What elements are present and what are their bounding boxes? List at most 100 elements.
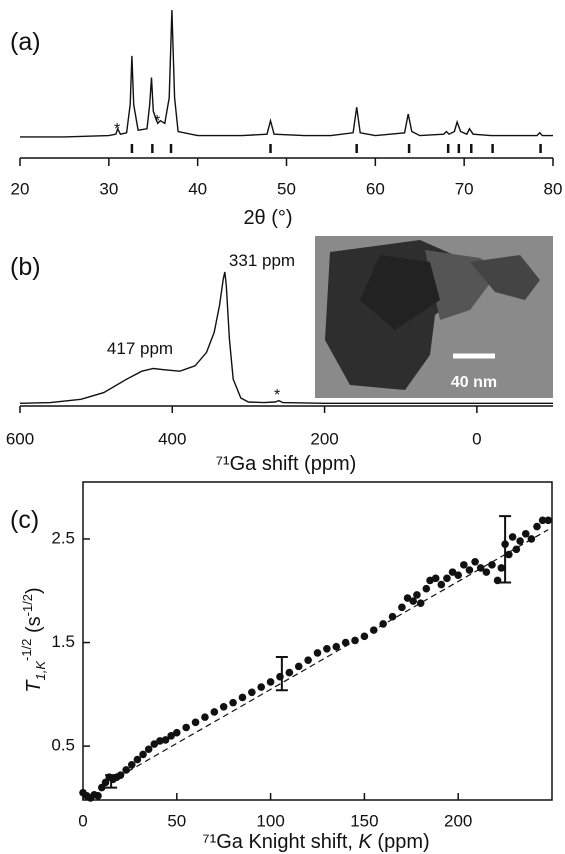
data-point xyxy=(369,626,378,634)
data-point xyxy=(294,662,303,671)
annotation: 331 ppm xyxy=(229,251,295,270)
data-point xyxy=(460,561,468,569)
spectrum-line xyxy=(19,271,553,404)
error-bar xyxy=(275,656,288,692)
data-point xyxy=(454,571,463,580)
data-point xyxy=(94,792,102,800)
data-point xyxy=(182,723,190,732)
x-axis-label: ⁷¹Ga shift (ppm) xyxy=(216,453,357,475)
data-point xyxy=(409,597,417,605)
panel-label: (a) xyxy=(10,28,41,56)
data-point xyxy=(379,620,387,628)
x-tick-label: 60 xyxy=(366,179,385,198)
data-point xyxy=(505,550,513,559)
data-point xyxy=(443,574,451,583)
data-point xyxy=(431,574,440,583)
x-tick-label: 150 xyxy=(350,811,378,830)
data-point xyxy=(313,649,322,657)
data-point xyxy=(471,557,479,566)
spectrum-line xyxy=(20,9,553,138)
data-point xyxy=(167,731,175,740)
data-point xyxy=(257,683,266,691)
x-tick-label: 200 xyxy=(444,811,472,830)
x-tick-label: 400 xyxy=(158,429,186,448)
data-point xyxy=(508,533,517,541)
data-point xyxy=(133,755,142,764)
x-tick-label: 0 xyxy=(472,429,481,448)
data-point xyxy=(161,736,170,744)
data-point xyxy=(248,688,256,697)
data-point xyxy=(398,603,406,612)
data-point xyxy=(144,745,153,754)
data-point xyxy=(351,636,359,645)
data-point xyxy=(238,693,247,702)
data-point xyxy=(544,516,553,525)
data-point xyxy=(173,728,181,737)
data-point xyxy=(497,564,506,572)
data-point xyxy=(538,516,547,525)
data-point xyxy=(332,642,341,651)
data-point xyxy=(156,737,164,745)
annotation: * xyxy=(274,387,280,404)
y-axis-label: T1,K-1/2 (s-1/2) xyxy=(19,587,48,692)
data-point xyxy=(219,702,228,711)
y-tick-label: 0.5 xyxy=(51,736,75,755)
data-point xyxy=(416,599,425,607)
panel-label: (b) xyxy=(10,253,41,281)
data-point xyxy=(150,740,159,748)
data-point xyxy=(403,594,412,602)
data-point xyxy=(191,718,200,727)
x-tick-label: 600 xyxy=(6,429,34,448)
data-point xyxy=(127,760,136,769)
data-point xyxy=(488,561,496,569)
data-point xyxy=(341,638,350,647)
panel-label: (c) xyxy=(10,506,39,534)
inset-image: 40 nm xyxy=(315,236,553,398)
x-tick-label: 40 xyxy=(188,179,207,198)
data-point xyxy=(116,771,125,779)
data-point xyxy=(266,678,275,686)
data-point xyxy=(229,698,237,707)
data-point xyxy=(521,529,530,538)
annotation: 417 ppm xyxy=(107,339,173,358)
data-point xyxy=(476,564,485,572)
x-tick-label: 80 xyxy=(544,179,563,198)
x-tick-label: 50 xyxy=(167,811,186,830)
x-tick-label: 50 xyxy=(277,179,296,198)
data-point xyxy=(413,591,421,599)
y-tick-label: 2.5 xyxy=(51,528,75,547)
data-point xyxy=(139,750,147,759)
data-point xyxy=(285,668,294,677)
data-point xyxy=(516,537,524,545)
x-tick-label: 100 xyxy=(256,811,284,830)
data-point xyxy=(512,545,521,554)
data-point xyxy=(388,612,397,621)
scale-bar-label: 40 nm xyxy=(451,374,497,391)
data-point xyxy=(527,535,536,543)
x-tick-label: 0 xyxy=(78,811,87,830)
x-tick-label: 70 xyxy=(455,179,474,198)
data-point xyxy=(122,766,130,774)
data-point xyxy=(437,580,446,589)
data-point xyxy=(465,566,474,574)
data-point xyxy=(533,522,541,531)
error-bar xyxy=(499,515,512,584)
x-axis-label: ⁷¹Ga Knight shift, K (ppm) xyxy=(202,831,429,853)
data-point xyxy=(323,644,331,653)
error-bar xyxy=(105,774,118,789)
data-point xyxy=(210,708,219,716)
x-tick-label: 30 xyxy=(99,179,118,198)
data-point xyxy=(201,713,209,721)
data-point xyxy=(304,656,312,664)
plot-frame xyxy=(82,481,553,801)
x-tick-label: 200 xyxy=(310,429,338,448)
data-point xyxy=(448,568,457,576)
data-point xyxy=(360,632,369,641)
x-tick-label: 20 xyxy=(11,179,30,198)
data-point xyxy=(422,584,431,593)
x-axis-label: 2θ (°) xyxy=(243,207,292,229)
y-tick-label: 1.5 xyxy=(51,632,75,651)
fit-line xyxy=(101,529,549,788)
data-point xyxy=(482,568,491,576)
